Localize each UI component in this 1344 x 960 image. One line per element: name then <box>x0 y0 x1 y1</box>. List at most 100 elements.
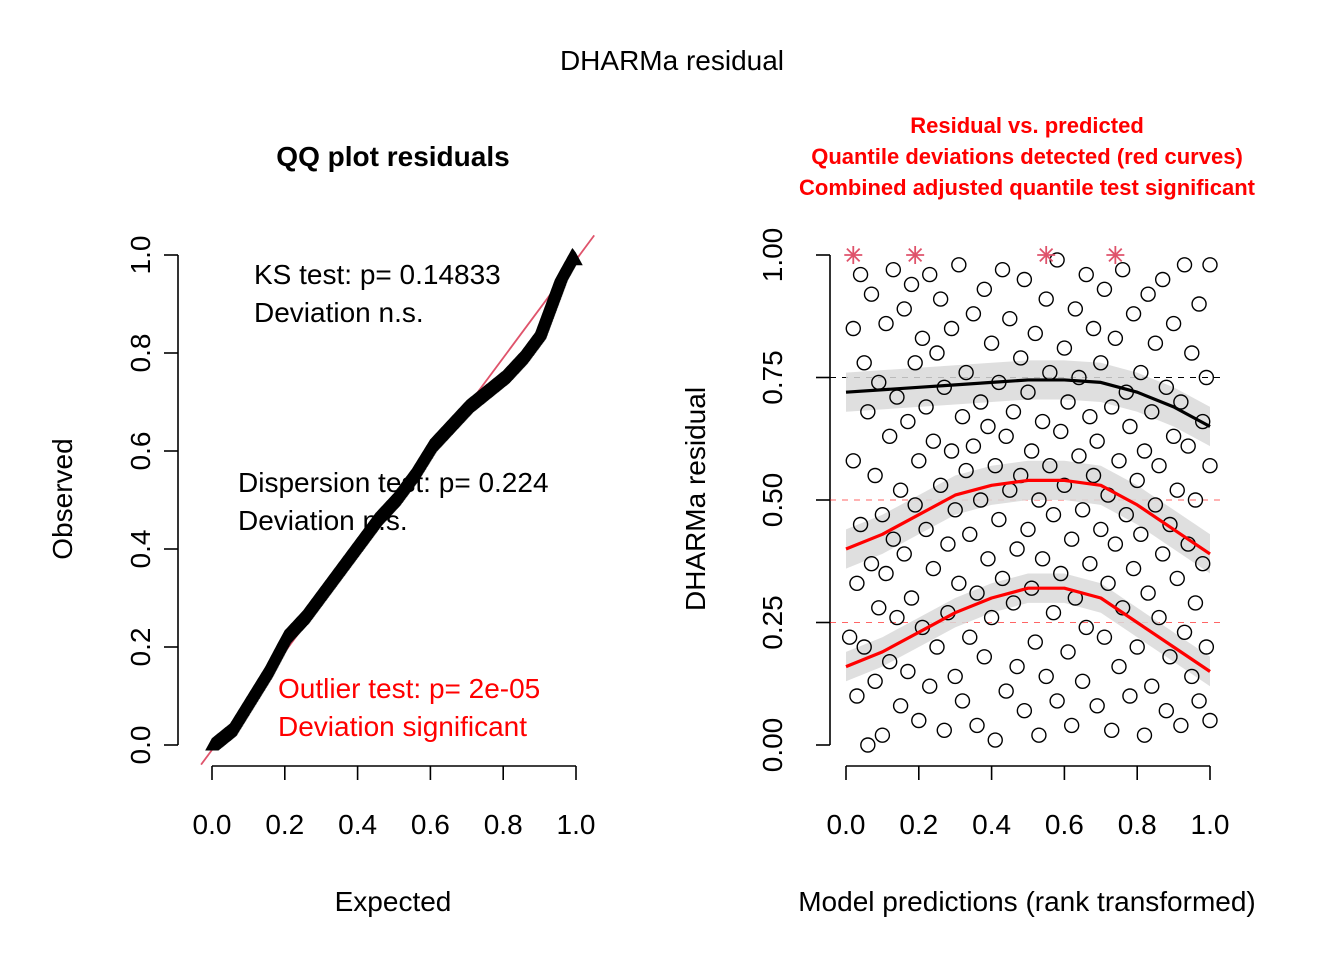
residual-point <box>1198 639 1215 655</box>
residual-plot-data <box>830 246 1226 753</box>
residual-point <box>1027 634 1043 650</box>
residual-point <box>1147 335 1164 351</box>
residual-point <box>943 443 960 459</box>
residual-x-tick-label: 0.6 <box>1045 809 1084 840</box>
residual-point <box>1144 404 1160 420</box>
residual-point <box>1195 413 1211 430</box>
residual-point <box>1020 384 1036 400</box>
figure-title: DHARMa residual <box>560 45 784 76</box>
residual-point <box>1180 438 1196 454</box>
qq-plot-data <box>200 234 595 766</box>
residual-point <box>998 428 1014 444</box>
residual-point <box>1031 727 1047 743</box>
residual-point <box>947 502 963 518</box>
residual-point <box>943 320 960 337</box>
residual-point <box>1147 497 1164 513</box>
residual-point <box>1060 644 1076 660</box>
residual-point <box>867 467 883 484</box>
residual-point <box>841 629 858 645</box>
dispersion-test-line-1: Dispersion test: p= 0.224 <box>238 467 549 498</box>
residual-point <box>1074 502 1091 518</box>
residual-point <box>1129 472 1145 489</box>
qq-y-tick-label: 0.8 <box>125 334 156 373</box>
residual-point <box>852 516 869 533</box>
residual-point <box>1129 639 1145 655</box>
residual-point <box>1173 717 1189 734</box>
qq-x-tick-label: 0.0 <box>193 809 232 840</box>
residual-point <box>849 688 865 704</box>
residual-point <box>881 654 898 670</box>
outlier-test-line-2: Deviation significant <box>278 711 527 742</box>
residual-point <box>874 727 891 743</box>
residual-x-tick-label: 1.0 <box>1191 809 1230 840</box>
residual-point <box>1063 531 1080 547</box>
outlier-test-line-1: Outlier test: p= 2e-05 <box>278 673 540 704</box>
residual-point <box>980 551 996 567</box>
qq-plot-ylabel: Observed <box>47 438 78 559</box>
residual-point <box>1038 668 1054 685</box>
qq-plot-panel: QQ plot residuals 0.0 0.2 0.4 0.6 0.8 1.00.00… <box>47 141 595 917</box>
residual-plot-ylabel: DHARMa residual <box>680 387 711 611</box>
residual-point <box>1096 629 1113 645</box>
residual-point <box>947 668 963 685</box>
residual-point <box>845 453 861 469</box>
residual-point <box>1187 595 1204 611</box>
residual-point <box>1016 703 1033 719</box>
residual-point <box>987 458 1003 474</box>
residual-point <box>1038 291 1054 307</box>
residual-point <box>972 492 989 508</box>
residual-point <box>1158 379 1175 395</box>
residual-point <box>1187 492 1204 508</box>
residual-point <box>1111 453 1127 469</box>
residual-point <box>896 546 912 562</box>
residual-point <box>1140 286 1156 302</box>
qq-y-tick-label: 0.6 <box>125 432 156 471</box>
residual-point <box>972 394 989 410</box>
residual-point <box>1154 271 1171 288</box>
residual-point <box>983 609 1000 626</box>
residual-point <box>1104 722 1120 738</box>
residual-point <box>1023 443 1040 459</box>
quantile-curve <box>845 378 1211 428</box>
residual-point <box>1020 521 1036 538</box>
qq-y-tick-label: 0.0 <box>125 726 156 765</box>
residual-point <box>954 693 971 709</box>
residual-point <box>976 649 993 665</box>
residual-point <box>991 511 1007 528</box>
residual-x-tick-label: 0.8 <box>1118 809 1157 840</box>
residual-point <box>958 462 974 479</box>
residual-point <box>932 291 949 307</box>
residual-point <box>1053 565 1069 582</box>
qq-x-tick-label: 0.2 <box>265 809 304 840</box>
residual-point <box>1154 546 1171 562</box>
residual-point <box>1016 271 1033 288</box>
residual-point <box>1140 585 1156 601</box>
residual-point <box>918 399 934 415</box>
qq-y-tick-label: 1.0 <box>125 236 156 275</box>
residual-point <box>1162 649 1178 665</box>
residual-point <box>852 266 869 283</box>
residual-point <box>922 266 938 283</box>
residual-point <box>1151 458 1167 474</box>
residual-point <box>1104 399 1120 415</box>
residual-point <box>1169 570 1185 587</box>
residual-y-tick-label: 0.25 <box>757 595 788 650</box>
quantile-confidence-band <box>846 460 1210 574</box>
residual-point <box>1089 698 1105 714</box>
residual-point <box>885 262 902 278</box>
residual-point <box>969 717 985 734</box>
residual-x-tick-label: 0.4 <box>972 809 1011 840</box>
residual-point <box>1184 668 1200 685</box>
outlier-marker <box>1037 246 1056 264</box>
residual-point <box>1071 448 1087 464</box>
residual-point <box>1191 296 1207 312</box>
residual-point <box>1158 703 1175 719</box>
residual-point <box>1074 673 1091 689</box>
residual-title-line-1: Residual vs. predicted <box>910 113 1144 138</box>
residual-point <box>1162 516 1178 533</box>
residual-point <box>1045 605 1062 621</box>
residual-point <box>1151 609 1167 626</box>
residual-point <box>1176 257 1193 273</box>
residual-point <box>860 404 876 420</box>
residual-point <box>1009 541 1025 557</box>
